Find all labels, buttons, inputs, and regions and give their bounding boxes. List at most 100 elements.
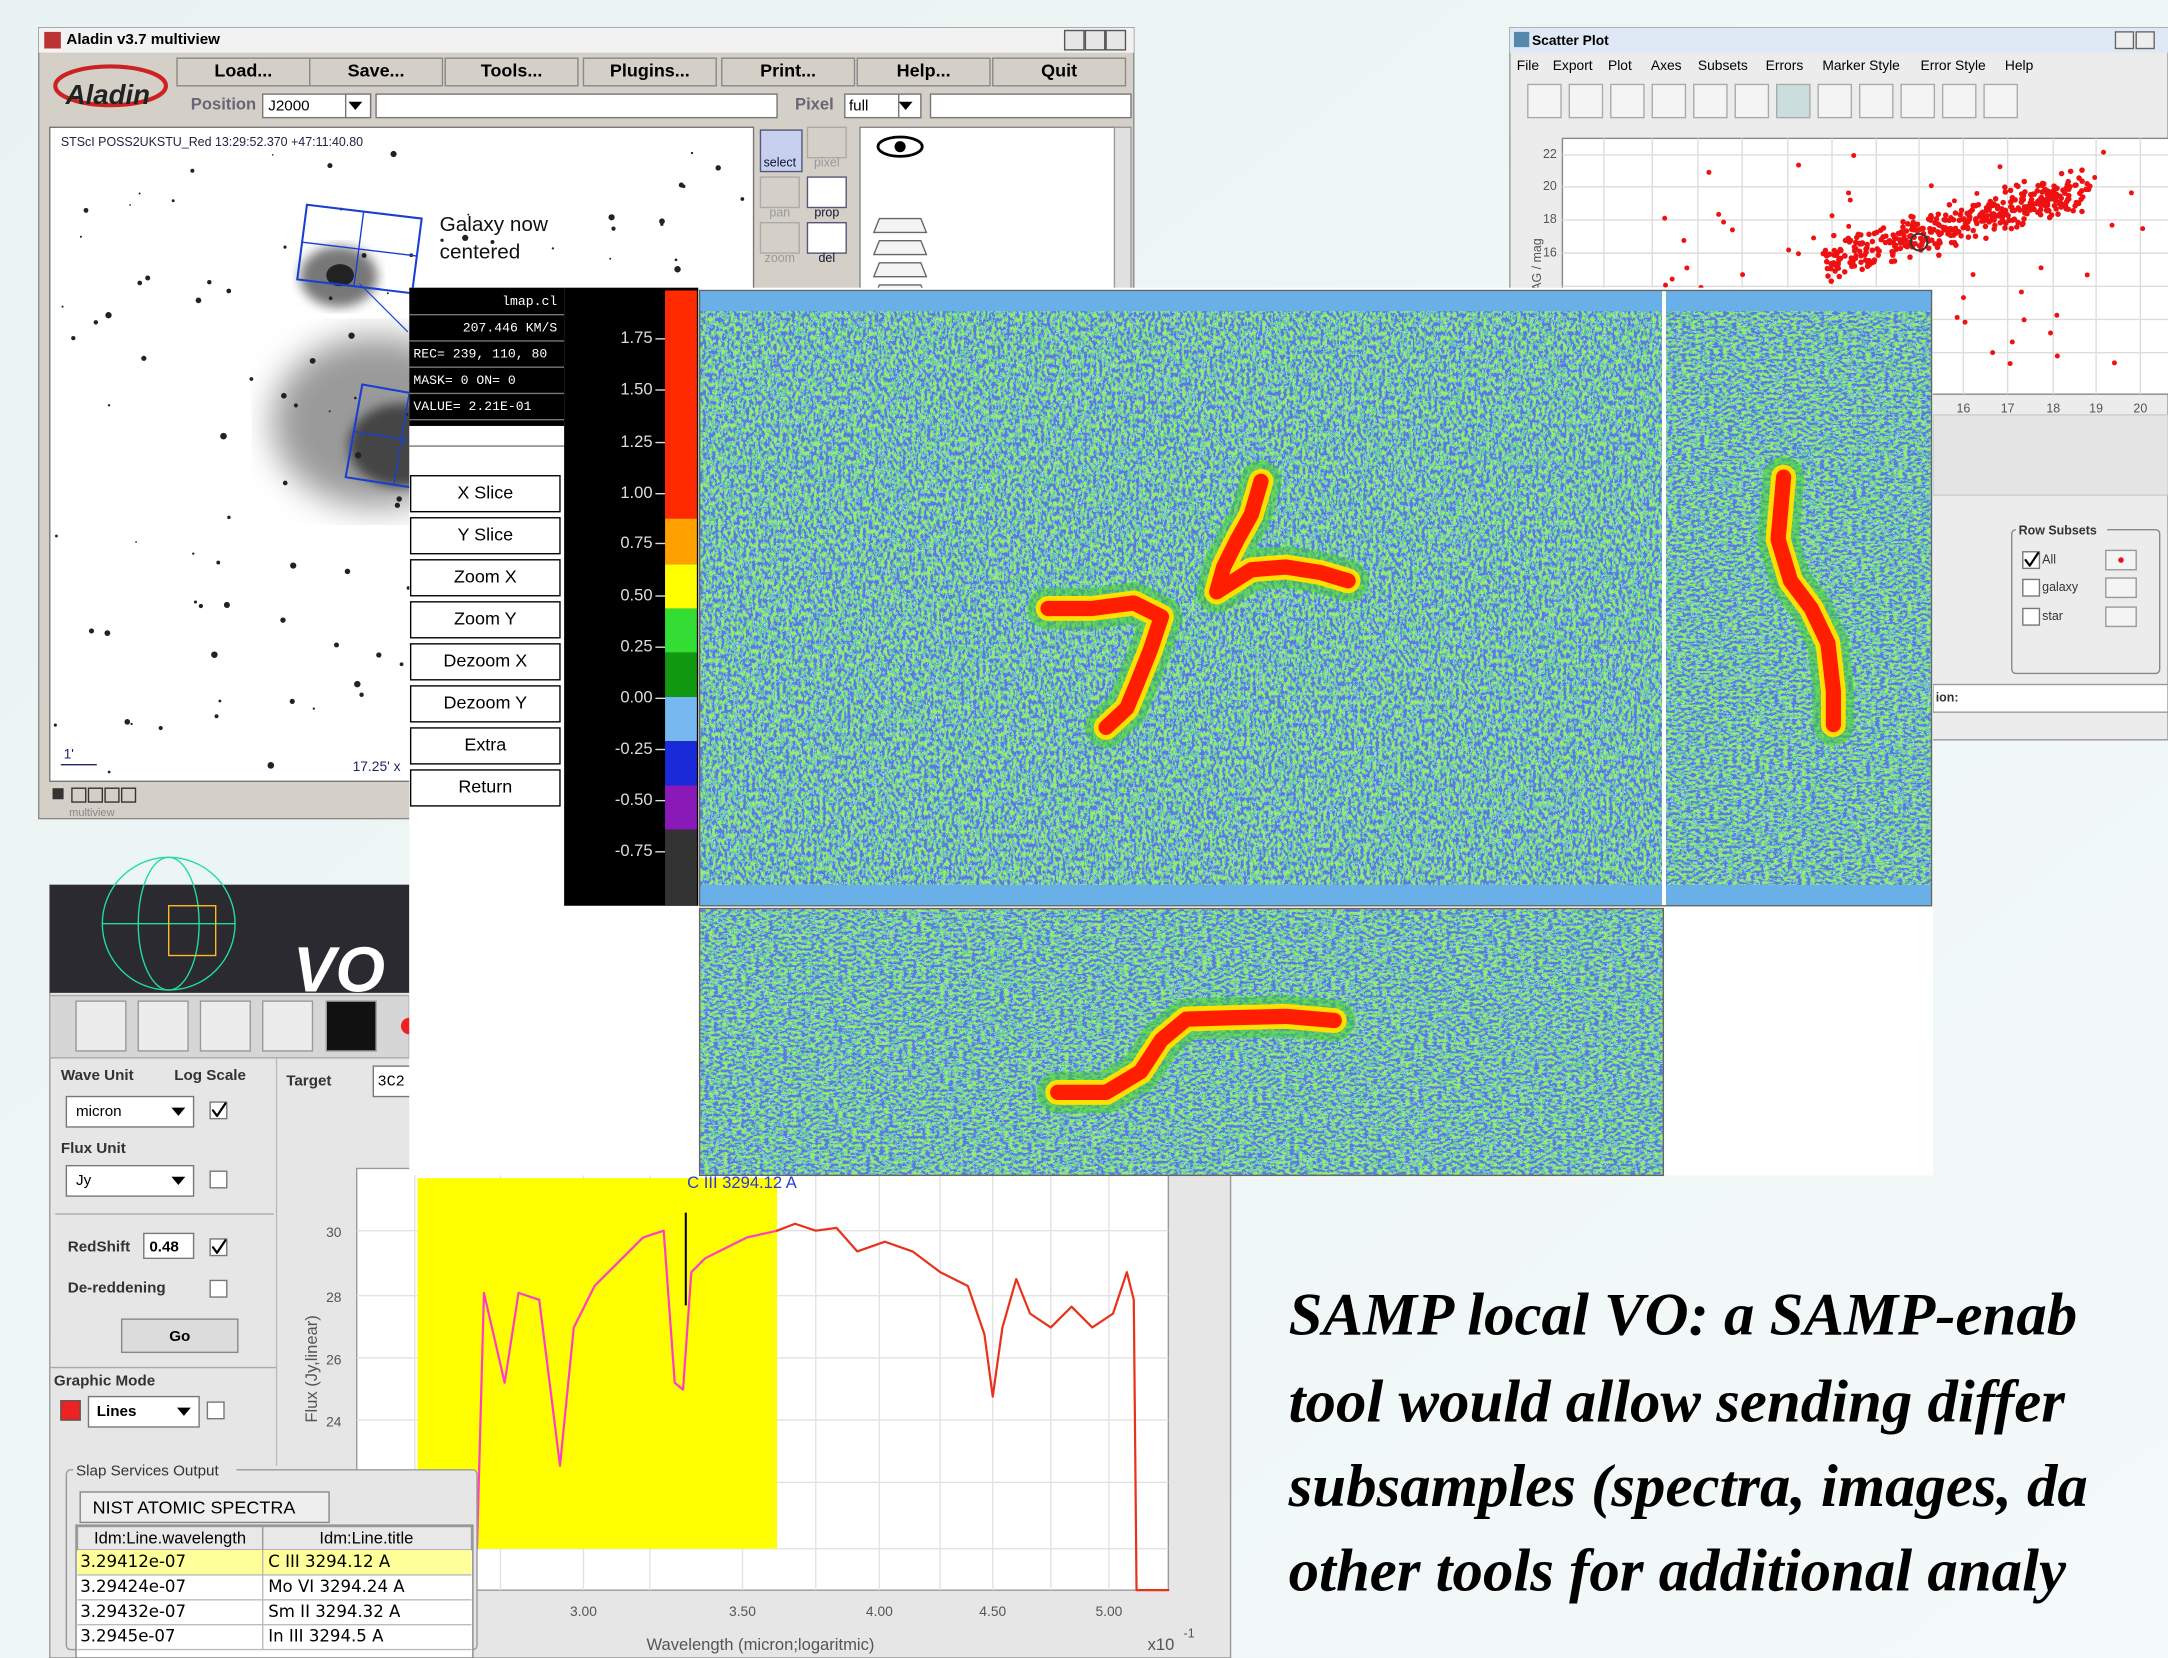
field[interactable] (143, 1232, 195, 1260)
menu-label[interactable]: Tools... (481, 61, 543, 81)
menu-item[interactable]: Plot (1608, 57, 1632, 73)
window-button[interactable] (1063, 29, 1085, 51)
tool-button[interactable] (806, 176, 847, 209)
menu-button[interactable] (582, 57, 717, 87)
menu-button[interactable] (309, 57, 444, 87)
button[interactable] (409, 517, 561, 555)
menu-item[interactable]: Marker Style (1822, 57, 1900, 73)
button[interactable] (409, 727, 561, 765)
tool-button[interactable] (806, 126, 847, 159)
button[interactable] (120, 1318, 239, 1354)
button-label[interactable]: Return (458, 777, 512, 797)
color-swatch[interactable] (60, 1400, 81, 1421)
tool-button[interactable] (1941, 83, 1977, 119)
window-button[interactable] (1084, 29, 1106, 51)
dropdown[interactable] (65, 1164, 195, 1197)
tool-button[interactable] (1900, 83, 1936, 119)
tool-label[interactable]: pixel (814, 156, 840, 170)
checkbox[interactable] (2022, 578, 2041, 597)
checkbox[interactable] (2022, 607, 2041, 626)
tool-button[interactable] (199, 1000, 251, 1052)
tool-button[interactable] (759, 129, 803, 173)
tool-button[interactable] (1817, 83, 1853, 119)
table-cell[interactable]: Mo VI 3294.24 A (268, 1577, 405, 1596)
table-cell[interactable]: C III 3294.12 A (268, 1552, 391, 1571)
button[interactable] (409, 601, 561, 639)
window-button[interactable] (1105, 29, 1127, 51)
tab[interactable] (79, 1491, 330, 1524)
field[interactable] (929, 93, 1132, 119)
menu-button[interactable] (721, 57, 856, 87)
label[interactable]: Go (169, 1328, 190, 1345)
dropdown[interactable] (65, 1095, 195, 1128)
menu-item[interactable]: Export (1553, 57, 1593, 73)
button-label[interactable]: Extra (464, 735, 506, 755)
tool-button[interactable] (759, 222, 800, 254)
style-swatch[interactable] (2105, 577, 2137, 599)
tool-label[interactable]: select (764, 156, 797, 170)
tool-button[interactable] (1858, 83, 1894, 119)
tool-button[interactable] (806, 222, 847, 254)
tool-button[interactable] (262, 1000, 314, 1052)
tool-button[interactable] (1983, 83, 2018, 119)
field[interactable] (372, 1065, 416, 1098)
menu-item[interactable]: File (1517, 57, 1540, 73)
tool-label[interactable]: prop (814, 205, 839, 219)
button[interactable] (409, 643, 561, 681)
table-cell[interactable]: 3.2945e-07 (80, 1627, 175, 1646)
window-button[interactable] (2135, 31, 2155, 50)
tool-button[interactable] (1734, 83, 1770, 119)
menu-label[interactable]: Print... (760, 61, 816, 81)
menu-label[interactable]: Help... (897, 61, 951, 81)
menu-label[interactable]: Save... (348, 61, 405, 81)
tool-button[interactable] (1568, 83, 1604, 119)
button[interactable] (409, 685, 561, 723)
menu-item[interactable]: Error Style (1921, 57, 1987, 73)
menu-item[interactable]: Help (2005, 57, 2034, 73)
field[interactable] (375, 93, 778, 119)
tool-button[interactable] (1610, 83, 1645, 119)
table-cell[interactable]: 3.29412e-07 (80, 1552, 186, 1571)
tool-button[interactable] (759, 176, 800, 209)
button[interactable] (409, 559, 561, 597)
label[interactable]: All (2042, 552, 2056, 566)
checkbox[interactable] (206, 1401, 225, 1420)
label[interactable]: star (2042, 609, 2063, 623)
button-label[interactable]: X Slice (457, 482, 513, 502)
label[interactable]: galaxy (2042, 580, 2079, 594)
tool-button[interactable] (325, 1000, 377, 1052)
table-cell[interactable]: 3.29432e-07 (80, 1602, 186, 1621)
tool-button[interactable] (1693, 83, 1728, 119)
table-cell[interactable]: 3.29424e-07 (80, 1577, 186, 1596)
tool-button[interactable] (75, 1000, 127, 1052)
style-swatch[interactable] (2105, 606, 2137, 628)
button-label[interactable]: Dezoom Y (444, 693, 528, 713)
menu-button[interactable] (992, 57, 1127, 87)
button[interactable] (409, 769, 561, 807)
button-label[interactable]: Y Slice (458, 524, 514, 544)
tool-label[interactable]: del (819, 251, 836, 265)
menu-label[interactable]: Quit (1041, 61, 1077, 81)
tool-label[interactable]: pan (769, 205, 790, 219)
menu-label[interactable]: Load... (214, 61, 272, 81)
checkbox[interactable] (209, 1170, 228, 1189)
menu-button[interactable] (444, 57, 579, 87)
button-label[interactable]: Zoom X (454, 567, 517, 587)
tool-button[interactable] (137, 1000, 189, 1052)
menu-item[interactable]: Errors (1766, 57, 1804, 73)
menu-label[interactable]: Plugins... (610, 61, 690, 81)
window-button[interactable] (2114, 31, 2135, 50)
table-cell[interactable]: Sm II 3294.32 A (268, 1602, 401, 1621)
button-label[interactable]: Zoom Y (454, 609, 517, 629)
menu-item[interactable]: Subsets (1698, 57, 1748, 73)
checkbox[interactable] (209, 1279, 228, 1298)
button-label[interactable]: Dezoom X (443, 651, 527, 671)
tool-button[interactable] (1776, 83, 1811, 119)
tool-label[interactable]: zoom (765, 251, 795, 265)
menu-button[interactable] (856, 57, 991, 87)
label[interactable]: NIST ATOMIC SPECTRA (93, 1497, 296, 1517)
tool-button[interactable] (1527, 83, 1562, 119)
tool-button[interactable] (1651, 83, 1687, 119)
button[interactable] (409, 475, 561, 513)
table-cell[interactable]: In III 3294.5 A (268, 1627, 384, 1646)
